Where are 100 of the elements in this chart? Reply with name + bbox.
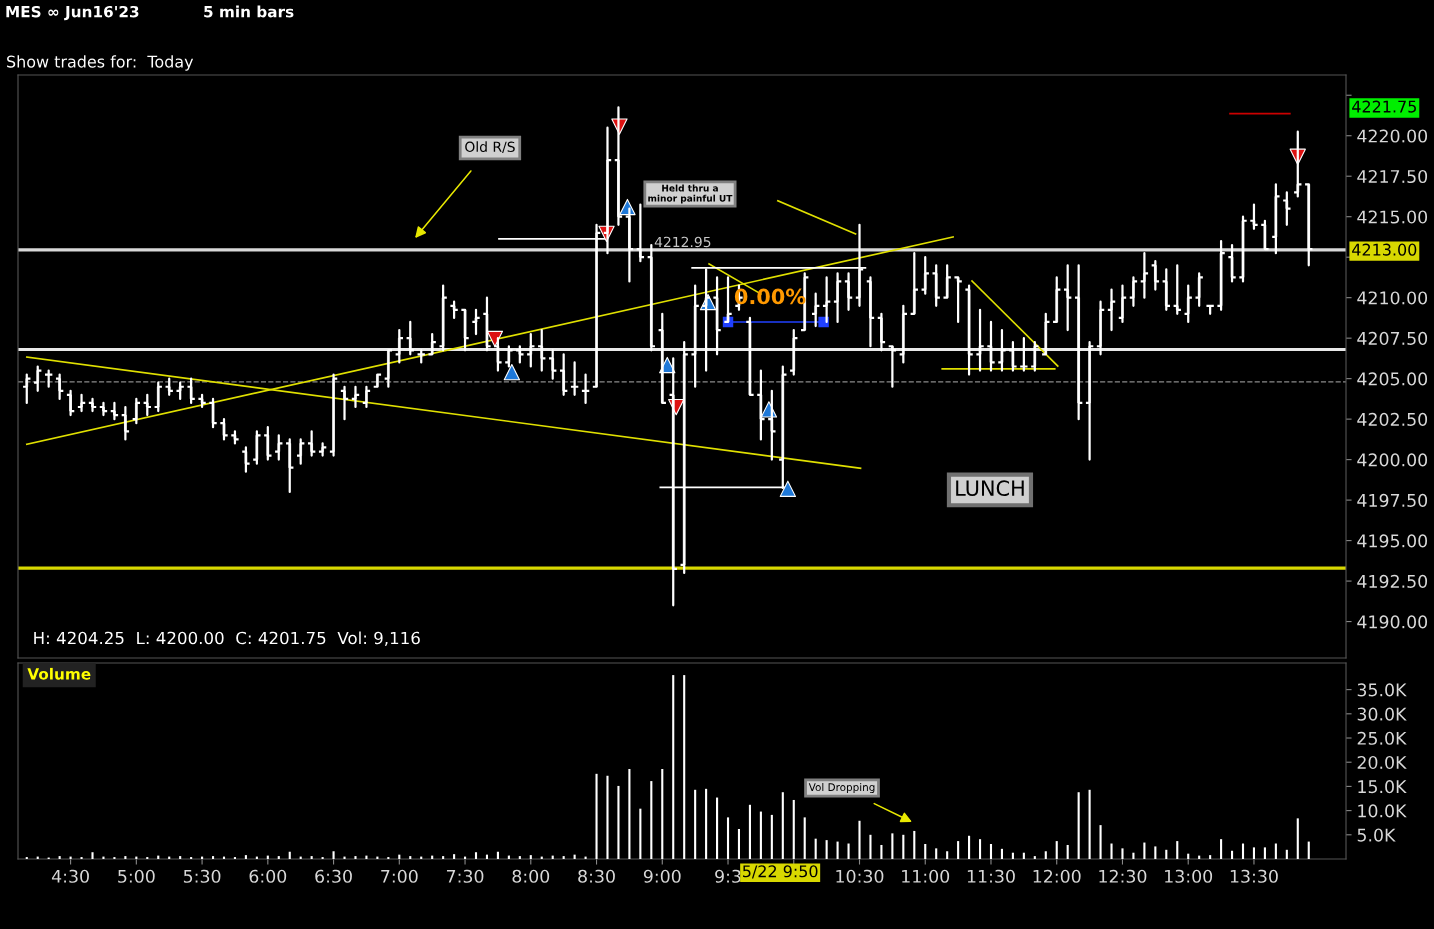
bar — [1055, 841, 1058, 859]
candlestick — [32, 365, 43, 392]
bar — [91, 852, 94, 859]
bar — [1099, 825, 1102, 859]
candlestick — [186, 377, 196, 405]
bar — [518, 856, 521, 859]
bar — [529, 855, 532, 859]
bar — [1044, 851, 1047, 859]
bar — [442, 856, 445, 859]
y-tick-label: 4215.00 — [1357, 210, 1428, 224]
bar — [595, 773, 598, 859]
bar — [748, 804, 751, 859]
candlestick — [1260, 219, 1270, 251]
x-tick-label: 7:00 — [381, 869, 418, 883]
candlestick — [920, 256, 931, 295]
candlestick — [1194, 272, 1204, 307]
candlestick — [1161, 268, 1172, 311]
candlestick — [1106, 288, 1117, 332]
candlestick — [964, 284, 974, 376]
bar — [354, 856, 357, 859]
bar — [1230, 850, 1234, 859]
candlestick — [745, 316, 755, 396]
bar — [474, 852, 478, 859]
bar — [924, 844, 927, 859]
candlestick — [843, 272, 854, 311]
bar — [453, 854, 456, 859]
candlestick — [175, 381, 185, 400]
text: Show trades for: Today — [7, 55, 194, 71]
x-tick-label: 6:30 — [315, 869, 352, 883]
annotation: Vol Dropping — [808, 783, 875, 794]
candlestick — [219, 418, 229, 441]
text: 4221.75 — [1352, 100, 1416, 113]
x-tick-label: 13:30 — [1230, 869, 1278, 883]
candlestick — [54, 373, 65, 400]
bar — [288, 851, 291, 859]
bar — [1187, 853, 1190, 859]
candlestick — [547, 349, 558, 380]
bar — [1274, 843, 1277, 859]
bar — [814, 838, 817, 859]
candlestick — [295, 438, 306, 465]
x-tick-label: 13:00 — [1165, 869, 1213, 883]
bar — [639, 808, 642, 859]
x-tick-label: 10:30 — [836, 869, 884, 883]
bar — [1241, 843, 1245, 859]
bar — [803, 817, 806, 859]
bar — [409, 856, 412, 859]
candlestick — [109, 401, 120, 421]
y-tick-label: 4220.00 — [1357, 129, 1428, 143]
bar — [847, 843, 850, 859]
x-tick-label: 8:00 — [512, 869, 550, 883]
bar — [836, 841, 839, 859]
bar — [978, 839, 982, 859]
y-tick-label: 4195.00 — [1357, 534, 1428, 548]
candlestick — [87, 397, 98, 413]
annotation: H: 4204.25 L: 4200.00 C: 4201.75 Vol: 9,116 — [34, 631, 420, 646]
candlestick — [1051, 276, 1062, 324]
candlestick — [1216, 239, 1226, 311]
candlestick — [1227, 243, 1237, 283]
y-tick-label: 4205.00 — [1357, 372, 1428, 386]
x-tick-label: 5:00 — [118, 869, 155, 883]
bar — [694, 789, 697, 859]
candlestick — [1139, 252, 1150, 299]
y-tick-label: 25.0K — [1357, 731, 1407, 745]
candlestick — [383, 349, 394, 388]
bar — [759, 811, 762, 859]
y-tick-label: 4210.00 — [1357, 291, 1428, 305]
candlestick — [43, 369, 54, 388]
candlestick — [361, 385, 372, 409]
candlestick — [1117, 284, 1128, 324]
candlestick — [471, 308, 481, 336]
candlestick — [372, 373, 383, 388]
candlestick — [120, 405, 131, 441]
candlestick — [98, 401, 109, 417]
candlestick — [975, 308, 985, 372]
chart-title: Volume — [27, 667, 91, 680]
bar — [244, 855, 247, 859]
bar — [606, 775, 609, 859]
candlestick — [252, 430, 262, 465]
candlestick — [153, 381, 164, 413]
candlestick — [427, 333, 437, 356]
bar — [1263, 847, 1266, 859]
candlestick — [876, 312, 887, 352]
candlestick — [580, 373, 591, 405]
candlestick — [1172, 264, 1183, 315]
y-tick-label: 10.0K — [1358, 804, 1407, 818]
candlestick — [197, 393, 207, 409]
bar — [1165, 849, 1168, 859]
candlestick — [942, 264, 952, 299]
candlestick — [1073, 264, 1084, 421]
x-tick-label: 6:00 — [249, 869, 287, 883]
bar — [617, 785, 620, 859]
candlestick — [788, 328, 799, 376]
bar — [562, 856, 565, 859]
bar — [880, 844, 883, 859]
candlestick — [1128, 276, 1139, 307]
candlestick — [241, 446, 251, 473]
bar — [683, 675, 686, 859]
candlestick — [1150, 260, 1161, 291]
bar — [211, 856, 215, 859]
chart-subtitle: 5 min bars — [204, 5, 294, 18]
